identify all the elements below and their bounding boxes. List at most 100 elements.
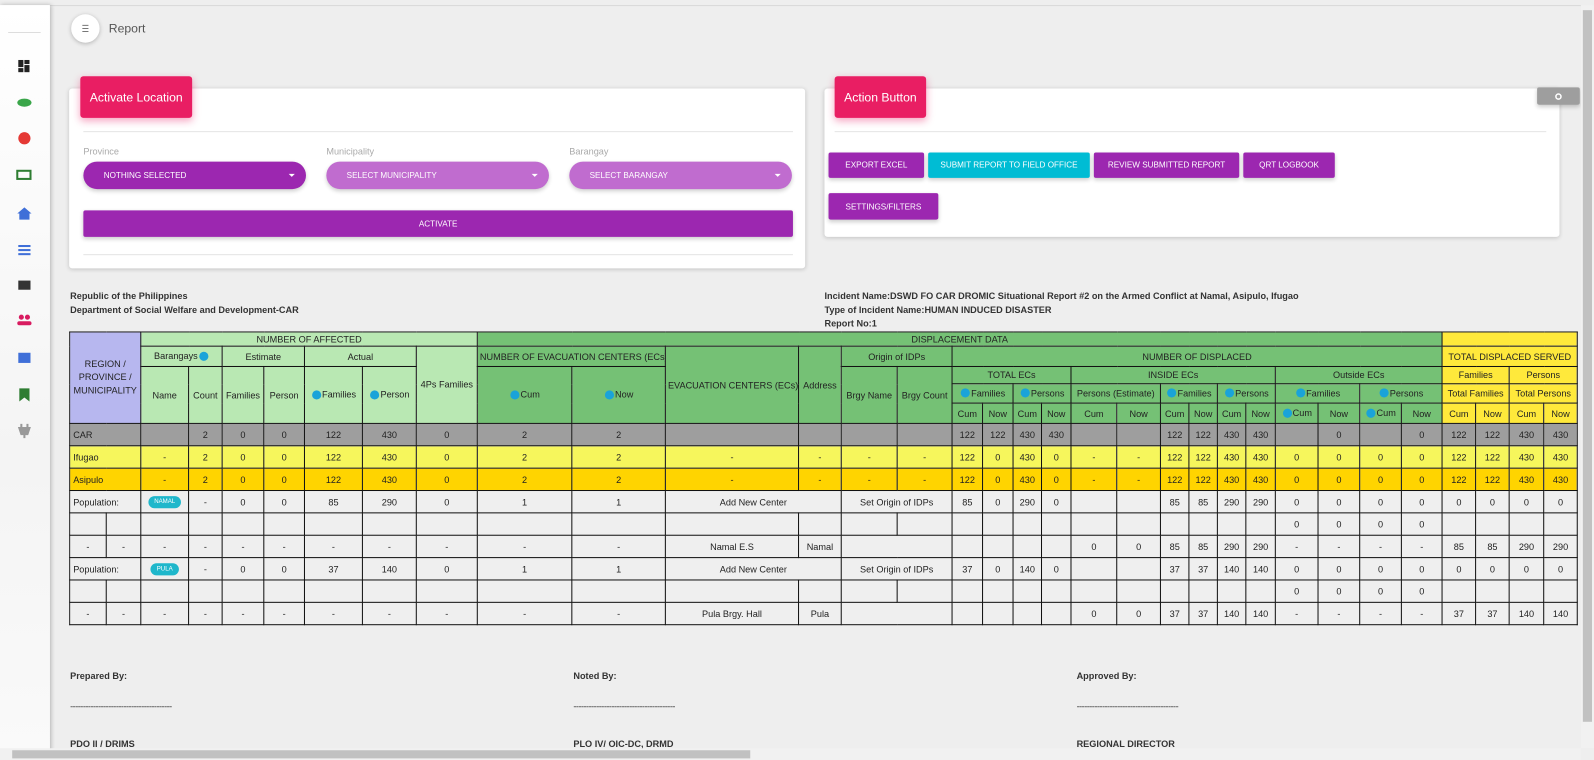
- cell: 122: [1159, 467, 1190, 492]
- cell: [982, 534, 1014, 559]
- cell: 290: [1543, 534, 1578, 559]
- cell: [140, 512, 190, 536]
- header-row: Barangays Estimate Actual 4Ps Families NUMBE…: [70, 345, 1578, 424]
- municipality-select[interactable]: SELECT MUNICIPALITY: [326, 161, 549, 190]
- cell: Population:: [69, 490, 142, 514]
- cell: -: [1400, 534, 1443, 559]
- cell: [263, 579, 305, 603]
- data-row: - - - - - - - - - - - Pula Brgy. Hall Pula 0 0 37 37 140 1…: [69, 601, 1578, 626]
- province-select[interactable]: NOTHING SELECTED: [83, 161, 306, 190]
- header-cell: Now: [1400, 402, 1443, 424]
- cell: -: [1116, 467, 1161, 492]
- cell: [798, 579, 842, 603]
- cell: 122: [1188, 467, 1218, 492]
- divider: [83, 131, 793, 133]
- icon-people[interactable]: [17, 314, 32, 326]
- cell: -: [1317, 534, 1361, 559]
- signature-line: ----------------------------------------: [70, 701, 172, 712]
- table-container: REGION / PROVINCE / MUNICIPALITY NUMBER O…: [69, 331, 1581, 628]
- menu-icon: [82, 24, 89, 33]
- page-title: Report: [108, 21, 146, 36]
- cell: 0: [1508, 557, 1545, 581]
- cell: [571, 512, 666, 536]
- signature-label: Prepared By:: [70, 670, 128, 682]
- action-button[interactable]: QRT LOGBOOK: [1243, 152, 1335, 178]
- action-button[interactable]: REVIEW SUBMITTED REPORT: [1093, 152, 1240, 178]
- cell: 0: [1359, 467, 1402, 492]
- data-row: Population: NAMAL -0 0 85 290 0 1 1 Add New Cente…: [69, 490, 1578, 514]
- header-cell: Actual: [303, 345, 417, 367]
- icon-money[interactable]: [16, 169, 32, 180]
- action-button[interactable]: SETTINGS/FILTERS: [828, 193, 939, 220]
- cell: [1070, 557, 1118, 581]
- cell: 37: [1159, 557, 1190, 581]
- cell: 0: [221, 490, 265, 514]
- cell: -: [896, 467, 953, 492]
- cell: [951, 579, 984, 603]
- data-row: Asipulo -2 0 0 122 430 0 2 2- - - -122 0 430 0- -122 122…: [69, 467, 1578, 492]
- h-scroll-thumb[interactable]: [12, 750, 751, 759]
- signature-line: ----------------------------------------: [573, 701, 675, 712]
- cell: -: [140, 467, 190, 492]
- icon-home[interactable]: [17, 207, 32, 220]
- cell: [140, 579, 190, 603]
- cell: [188, 512, 223, 536]
- v-scroll-thumb[interactable]: [1582, 10, 1592, 722]
- cell: [1159, 579, 1190, 603]
- header-cell: REGION / PROVINCE / MUNICIPALITY: [69, 331, 142, 424]
- cell: 0: [221, 422, 265, 447]
- icon-plug[interactable]: [17, 423, 31, 439]
- barangay-badge[interactable]: NAMAL: [148, 496, 182, 509]
- action-button[interactable]: EXPORT EXCEL: [828, 152, 925, 178]
- cell: 0: [1400, 579, 1443, 603]
- cell: [1245, 579, 1276, 603]
- cell: 0: [1116, 601, 1161, 626]
- sidebar-icons: [8, 32, 41, 439]
- cell: [69, 579, 107, 603]
- cell: -: [1274, 601, 1319, 626]
- icon-store[interactable]: [18, 280, 31, 290]
- activate-button[interactable]: ACTIVATE: [83, 210, 793, 237]
- cell: 0: [1508, 490, 1545, 514]
- data-row: CAR 2 0 0 122 430 0 2 2 122 122 430 430 122 122 430 430 0…: [69, 422, 1578, 447]
- cell: 140: [361, 557, 417, 581]
- cell: [1188, 579, 1218, 603]
- action-button[interactable]: SUBMIT REPORT TO FIELD OFFICE: [928, 152, 1090, 178]
- cell: [415, 579, 478, 603]
- header-cell: Families: [303, 365, 363, 424]
- info-icon: [370, 389, 380, 400]
- cell: 122: [303, 467, 363, 492]
- barangay-badge[interactable]: PULA: [150, 563, 179, 576]
- icon-cloud[interactable]: [17, 98, 32, 107]
- cell: [1245, 512, 1276, 536]
- icon-dashboard[interactable]: [18, 59, 30, 73]
- cell: Population:: [69, 557, 142, 581]
- header-cell: Barangays: [140, 345, 223, 367]
- icon-bookmark[interactable]: [19, 388, 30, 402]
- header-cell: Families: [1159, 383, 1218, 404]
- cell: -: [263, 534, 305, 559]
- barangay-select[interactable]: SELECT BARANGAY: [569, 161, 792, 190]
- icon-alert[interactable]: [18, 132, 31, 145]
- menu-button[interactable]: [71, 14, 100, 43]
- cell: [1041, 579, 1072, 603]
- header-cell: Cum: [1070, 402, 1118, 424]
- cell: 0: [1475, 557, 1510, 581]
- cell: [664, 512, 800, 536]
- divider: [83, 254, 793, 256]
- icon-image[interactable]: [18, 352, 31, 363]
- report-info: Report No:1: [824, 318, 877, 329]
- cell: [476, 512, 573, 536]
- header-cell: [1441, 331, 1578, 347]
- header-cell: Address: [798, 345, 842, 424]
- h-scrollbar[interactable]: [0, 748, 1581, 760]
- header-cell: Cum: [951, 402, 984, 424]
- cell: 37: [1475, 601, 1510, 626]
- signature-line: ----------------------------------------: [1076, 701, 1179, 712]
- header-cell: Person: [263, 365, 305, 424]
- icon-list[interactable]: [18, 245, 31, 256]
- header-cell: Name: [140, 365, 190, 424]
- cell: 0: [221, 445, 265, 469]
- settings-toggle[interactable]: [1537, 87, 1580, 105]
